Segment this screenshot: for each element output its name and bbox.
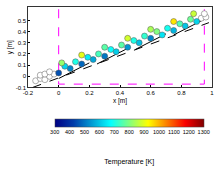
svg-text:1000: 1000: [153, 129, 165, 135]
svg-text:1200: 1200: [183, 129, 195, 135]
svg-text:900: 900: [140, 129, 149, 135]
svg-text:0.4: 0.4: [18, 29, 27, 35]
svg-text:1: 1: [210, 90, 214, 96]
svg-text:1300: 1300: [198, 129, 210, 135]
svg-text:0: 0: [57, 90, 61, 96]
svg-text:400: 400: [65, 129, 74, 135]
svg-text:-0.2: -0.2: [23, 90, 34, 96]
svg-text:0: 0: [23, 73, 27, 79]
svg-text:300: 300: [50, 129, 59, 135]
svg-text:1100: 1100: [168, 129, 180, 135]
svg-text:600: 600: [95, 129, 104, 135]
svg-text:0.6: 0.6: [146, 90, 155, 96]
svg-text:800: 800: [125, 129, 134, 135]
svg-text:0.2: 0.2: [85, 90, 94, 96]
svg-text:x [m]: x [m]: [113, 97, 127, 105]
svg-text:500: 500: [80, 129, 89, 135]
svg-text:0.8: 0.8: [177, 90, 186, 96]
svg-text:0.3: 0.3: [18, 40, 27, 46]
svg-text:0.2: 0.2: [18, 51, 27, 57]
svg-text:y [m]: y [m]: [6, 40, 14, 54]
svg-text:Temperature [K]: Temperature [K]: [104, 158, 154, 166]
svg-text:0.5: 0.5: [18, 18, 27, 24]
svg-text:0.4: 0.4: [116, 90, 125, 96]
svg-text:700: 700: [110, 129, 119, 135]
svg-text:-0.1: -0.1: [16, 85, 27, 91]
svg-text:0.1: 0.1: [18, 62, 27, 68]
